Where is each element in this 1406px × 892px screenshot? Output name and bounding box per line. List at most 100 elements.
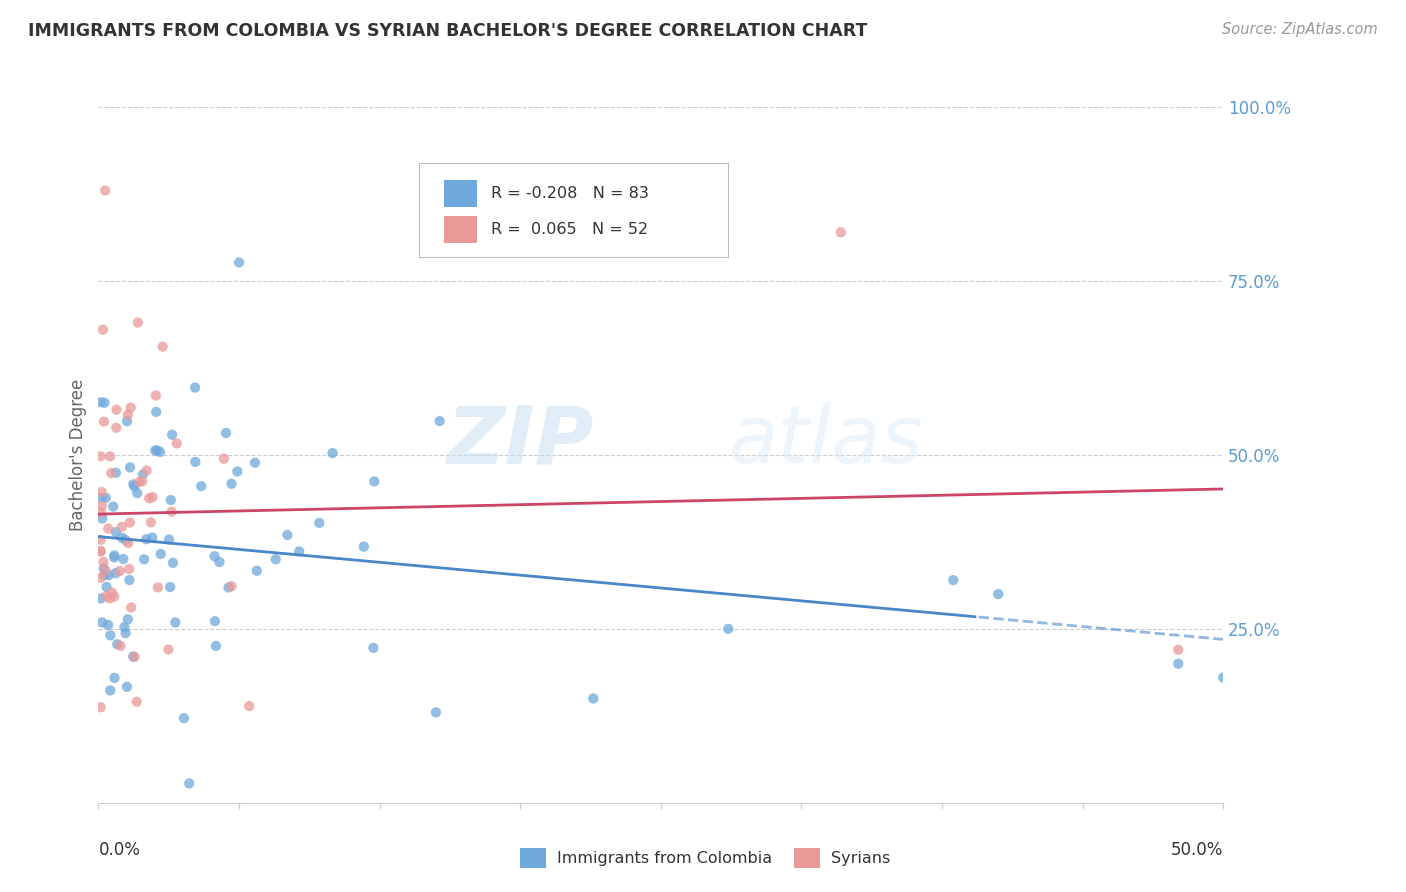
Point	[243, 456, 266, 470]
Text: atlas: atlas	[728, 402, 924, 480]
Point	[117, 536, 139, 550]
Point	[131, 475, 153, 489]
Point	[90, 505, 112, 519]
Point	[184, 380, 207, 394]
Point	[1167, 657, 1189, 671]
Point	[204, 614, 226, 628]
Point	[90, 395, 112, 409]
Point	[942, 573, 965, 587]
Point	[142, 490, 165, 504]
Point	[166, 436, 188, 450]
Point	[103, 590, 125, 604]
Point	[145, 388, 167, 402]
FancyBboxPatch shape	[419, 162, 728, 257]
Point	[100, 628, 122, 642]
Point	[135, 533, 157, 547]
Point	[425, 706, 447, 720]
Point	[717, 622, 740, 636]
Text: 0.0%: 0.0%	[98, 841, 141, 859]
Point	[90, 544, 112, 558]
Point	[105, 402, 128, 417]
Point	[104, 524, 127, 539]
Point	[141, 531, 163, 545]
Point	[159, 493, 181, 508]
Point	[363, 640, 385, 655]
Point	[90, 544, 112, 558]
Point	[111, 531, 134, 545]
Point	[104, 566, 127, 581]
Point	[208, 555, 231, 569]
Point	[94, 590, 117, 604]
Text: ZIP: ZIP	[446, 402, 593, 480]
Point	[90, 571, 112, 585]
Point	[160, 427, 183, 442]
Point	[114, 533, 136, 547]
Point	[308, 516, 330, 530]
Point	[94, 564, 117, 578]
Point	[104, 466, 127, 480]
Point	[173, 711, 195, 725]
Point	[1167, 642, 1189, 657]
Point	[117, 408, 139, 422]
Point	[149, 547, 172, 561]
Point	[103, 671, 125, 685]
Point	[139, 516, 162, 530]
Point	[93, 395, 115, 409]
Point	[93, 568, 115, 582]
Point	[246, 564, 269, 578]
Point	[115, 680, 138, 694]
Point	[132, 467, 155, 482]
Point	[122, 477, 145, 491]
Point	[221, 579, 243, 593]
Point	[127, 486, 149, 500]
Point	[124, 479, 146, 493]
Point	[98, 450, 121, 464]
Point	[238, 699, 260, 714]
Point	[322, 446, 344, 460]
Point	[184, 455, 207, 469]
Point	[94, 491, 117, 505]
Point	[120, 600, 142, 615]
Point	[118, 573, 141, 587]
Point	[103, 549, 125, 563]
Point	[179, 776, 201, 790]
Point	[120, 460, 142, 475]
Point	[100, 466, 122, 480]
Point	[98, 591, 121, 606]
Point	[138, 491, 160, 506]
Point	[98, 683, 121, 698]
Point	[114, 626, 136, 640]
Point	[128, 475, 150, 489]
Point	[118, 562, 141, 576]
Point	[90, 700, 112, 714]
Point	[159, 580, 181, 594]
Point	[143, 443, 166, 458]
Point	[111, 520, 134, 534]
Point	[830, 225, 852, 239]
Point	[987, 587, 1010, 601]
Point	[146, 443, 169, 458]
Point	[96, 580, 118, 594]
Point	[124, 649, 146, 664]
Point	[212, 451, 235, 466]
Point	[145, 405, 167, 419]
Point	[112, 552, 135, 566]
Point	[228, 255, 250, 269]
Point	[112, 620, 135, 634]
Point	[288, 544, 311, 558]
Text: Syrians: Syrians	[831, 851, 890, 865]
Point	[125, 695, 148, 709]
Point	[91, 511, 114, 525]
Point	[157, 642, 180, 657]
Point	[94, 184, 117, 198]
Text: IMMIGRANTS FROM COLOMBIA VS SYRIAN BACHELOR'S DEGREE CORRELATION CHART: IMMIGRANTS FROM COLOMBIA VS SYRIAN BACHE…	[28, 22, 868, 40]
Point	[105, 637, 128, 651]
Text: R = -0.208   N = 83: R = -0.208 N = 83	[491, 186, 648, 201]
Point	[90, 485, 112, 500]
Point	[108, 564, 131, 578]
Point	[152, 340, 174, 354]
Point	[157, 533, 180, 547]
FancyBboxPatch shape	[444, 180, 478, 207]
Point	[264, 552, 287, 566]
Point	[90, 533, 112, 547]
